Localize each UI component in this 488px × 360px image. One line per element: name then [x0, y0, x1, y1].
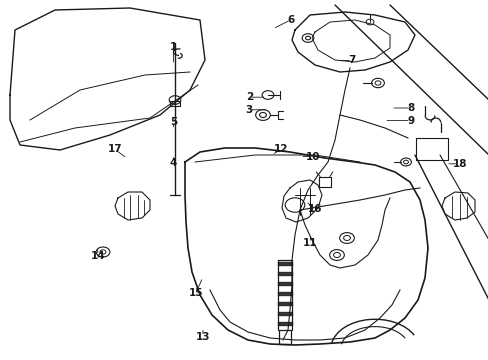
Bar [170, 101, 180, 107]
Text: 4: 4 [169, 158, 177, 168]
Text: 3: 3 [245, 105, 252, 115]
Text: 5: 5 [170, 117, 177, 127]
Bar [279, 330, 290, 344]
Text: 14: 14 [90, 251, 105, 261]
Bar [319, 177, 330, 188]
Text: 15: 15 [188, 288, 203, 298]
Text: 6: 6 [287, 15, 294, 25]
Text: 16: 16 [307, 204, 322, 214]
Text: 10: 10 [305, 152, 320, 162]
Text: 13: 13 [195, 332, 210, 342]
Text: 12: 12 [273, 144, 288, 154]
Text: 2: 2 [245, 92, 252, 102]
Text: 9: 9 [407, 116, 413, 126]
Text: 11: 11 [303, 238, 317, 248]
Text: 1: 1 [170, 42, 177, 52]
Text: 8: 8 [407, 103, 413, 113]
Text: 17: 17 [107, 144, 122, 154]
Text: 18: 18 [451, 159, 466, 169]
Text: 7: 7 [347, 55, 355, 66]
